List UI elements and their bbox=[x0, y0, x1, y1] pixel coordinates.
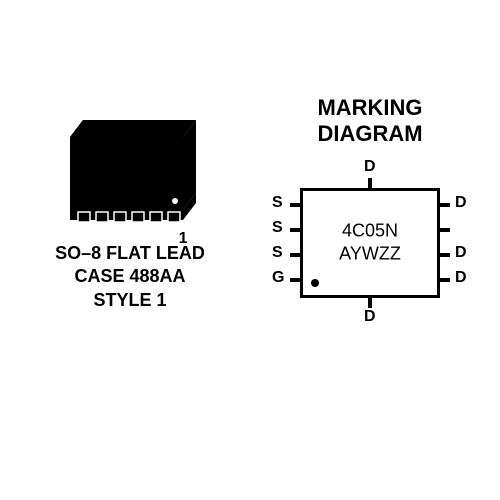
pin-label-d-r4: D bbox=[455, 269, 467, 287]
pin-label-g: G bbox=[272, 269, 284, 287]
chip-3d-drawing: 1 bbox=[53, 115, 208, 230]
pin-label-s-1: S bbox=[272, 194, 283, 212]
marking-section: MARKING DIAGRAM D D S S S G bbox=[260, 95, 480, 323]
pin-label-s-3: S bbox=[272, 244, 283, 262]
lead-top bbox=[368, 178, 372, 188]
pin-label-d-bottom: D bbox=[364, 308, 376, 326]
lead-bottom bbox=[368, 298, 372, 308]
marking-code-1: 4C05N bbox=[339, 219, 401, 242]
lead-right-1 bbox=[440, 203, 450, 207]
diagram-container: 1 SO–8 FLAT LEAD CASE 488AA STYLE 1 MARK… bbox=[0, 0, 500, 500]
pin-1-label: 1 bbox=[179, 230, 188, 248]
lead-left-2 bbox=[290, 228, 300, 232]
caption-line-1: SO–8 FLAT LEAD bbox=[30, 242, 230, 265]
lead-right-4 bbox=[440, 278, 450, 282]
lead-right-2 bbox=[440, 228, 450, 232]
package-caption: SO–8 FLAT LEAD CASE 488AA STYLE 1 bbox=[30, 242, 230, 312]
marking-code-2: AYWZZ bbox=[339, 243, 401, 266]
lead-left-4 bbox=[290, 278, 300, 282]
marking-diagram: D D S S S G D D bbox=[270, 163, 470, 323]
caption-line-3: STYLE 1 bbox=[30, 289, 230, 312]
caption-line-2: CASE 488AA bbox=[30, 265, 230, 288]
chip-marking-text: 4C05N AYWZZ bbox=[339, 219, 401, 266]
chip-outline: 4C05N AYWZZ bbox=[300, 188, 440, 298]
marking-title-2: DIAGRAM bbox=[260, 121, 480, 147]
pin-1-dot-icon bbox=[311, 279, 319, 287]
package-section: 1 SO–8 FLAT LEAD CASE 488AA STYLE 1 bbox=[30, 115, 230, 312]
lead-left-1 bbox=[290, 203, 300, 207]
lead-right-3 bbox=[440, 253, 450, 257]
pin-label-d-r3: D bbox=[455, 244, 467, 262]
lead-left-3 bbox=[290, 253, 300, 257]
pin-label-d-r1: D bbox=[455, 194, 467, 212]
pin-label-s-2: S bbox=[272, 219, 283, 237]
marking-title-1: MARKING bbox=[260, 95, 480, 121]
pin-label-d-top: D bbox=[364, 158, 376, 176]
marking-title: MARKING DIAGRAM bbox=[260, 95, 480, 148]
